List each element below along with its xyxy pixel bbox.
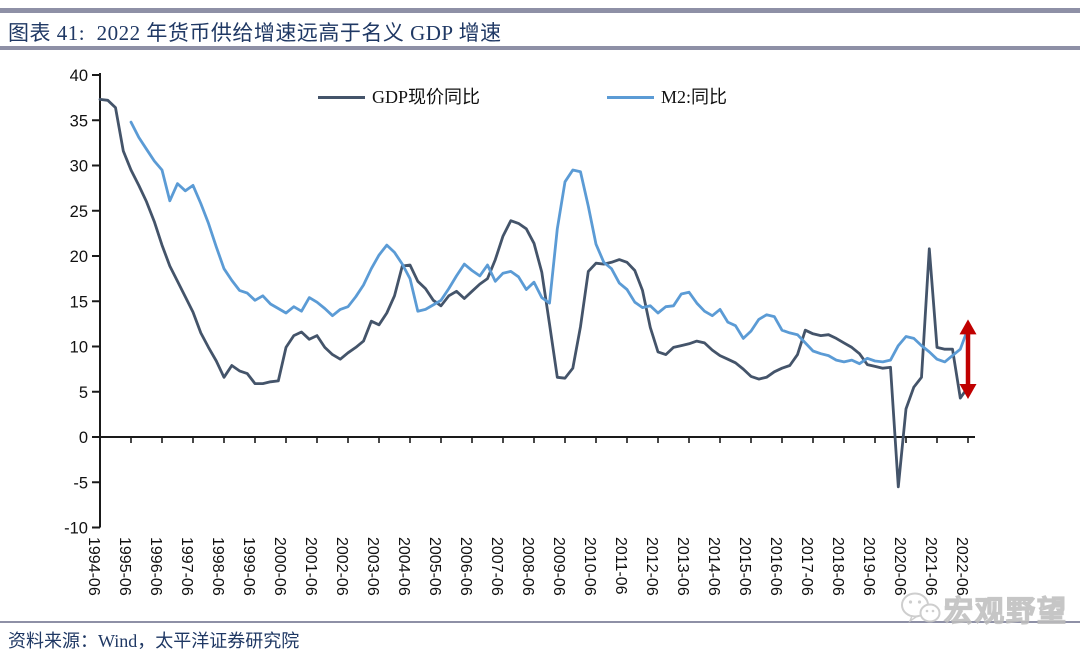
m2-line-swatch — [607, 95, 654, 99]
x-tick-label: 2006-06 — [457, 537, 474, 596]
x-tick-label: 1995-06 — [116, 537, 133, 596]
x-tick-label: 2012-06 — [643, 537, 660, 596]
x-tick-label: 2010-06 — [581, 537, 598, 596]
x-tick-label: 2000-06 — [271, 537, 288, 596]
legend-label-m2: M2:同比 — [661, 87, 728, 107]
x-tick-label: 1994-06 — [85, 537, 102, 596]
x-tick-label: 2011-06 — [612, 537, 629, 595]
x-tick-label: 2018-06 — [829, 537, 846, 596]
x-tick-label: 2021-06 — [922, 537, 939, 596]
y-tick-label: 25 — [70, 203, 88, 221]
x-axis-ticks-and-labels: 1994-06 1995-06 1996-06 1997-06 1998-06 1999-… — [85, 437, 970, 596]
x-tick-label: 2003-06 — [364, 537, 381, 596]
x-tick-label: 2004-06 — [395, 537, 412, 596]
legend-item-m2: M2:同比 — [607, 87, 727, 107]
header-bottom-rule — [0, 46, 1080, 50]
y-tick-label: -5 — [73, 474, 88, 492]
source-line: 资料来源：Wind，太平洋证券研究院 — [8, 631, 300, 651]
y-axis-ticks-and-labels: 40 35 30 25 20 15 10 5 0 -5 -10 — [64, 67, 100, 538]
x-tick-label: 1996-06 — [147, 537, 164, 596]
x-tick-label: 2014-06 — [705, 537, 722, 596]
y-tick-label: 30 — [70, 158, 88, 176]
x-tick-label: 2016-06 — [767, 537, 784, 596]
x-tick-label: 1999-06 — [240, 537, 257, 596]
y-tick-label: 10 — [70, 339, 88, 357]
x-tick-label: 2008-06 — [519, 537, 536, 596]
footer-rule — [0, 621, 1080, 623]
y-tick-label: 5 — [79, 384, 88, 402]
legend-item-gdp: GDP现价同比 — [318, 87, 480, 107]
x-tick-label: 2002-06 — [333, 537, 350, 596]
y-tick-label: 0 — [79, 429, 88, 447]
x-tick-label: 2017-06 — [798, 537, 815, 596]
y-tick-label: 40 — [70, 67, 88, 85]
x-tick-label: 2022-06 — [953, 537, 970, 596]
x-tick-label: 2015-06 — [736, 537, 753, 596]
watermark-text: 宏观野望 — [943, 595, 1068, 628]
watermark: 宏观野望 — [900, 588, 1068, 630]
x-tick-label: 2005-06 — [426, 537, 443, 596]
page-title: 图表 41: 2022 年货币供给增速远高于名义 GDP 增速 — [8, 21, 502, 45]
y-tick-label: 20 — [70, 248, 88, 266]
x-tick-label: 2007-06 — [488, 537, 505, 596]
m2-series-line — [129, 120, 970, 366]
x-tick-label: 2001-06 — [302, 537, 319, 596]
wechat-logo-icon — [900, 592, 941, 623]
y-tick-label: 15 — [70, 293, 88, 311]
x-tick-label: 1998-06 — [209, 537, 226, 596]
y-tick-label: 35 — [70, 112, 88, 130]
x-tick-label: 2009-06 — [550, 537, 567, 596]
gap-annotation-arrow — [959, 319, 977, 399]
gdp-line-swatch — [318, 95, 365, 99]
x-tick-label: 2013-06 — [674, 537, 691, 596]
x-tick-label: 2019-06 — [860, 537, 877, 596]
x-tick-label: 2020-06 — [891, 537, 908, 596]
y-tick-label: -10 — [64, 520, 88, 538]
x-tick-label: 1997-06 — [178, 537, 195, 596]
gdp-series-line — [98, 98, 970, 489]
header-top-rule — [0, 8, 1080, 13]
legend-label-gdp: GDP现价同比 — [372, 87, 481, 107]
